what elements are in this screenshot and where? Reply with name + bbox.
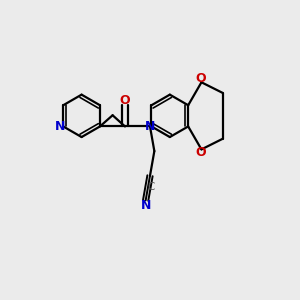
Text: O: O [196,146,206,159]
Text: N: N [55,120,65,133]
Text: O: O [196,72,206,85]
Text: N: N [145,120,155,133]
Text: N: N [140,199,151,212]
Text: C: C [148,182,155,192]
Text: O: O [120,94,130,107]
